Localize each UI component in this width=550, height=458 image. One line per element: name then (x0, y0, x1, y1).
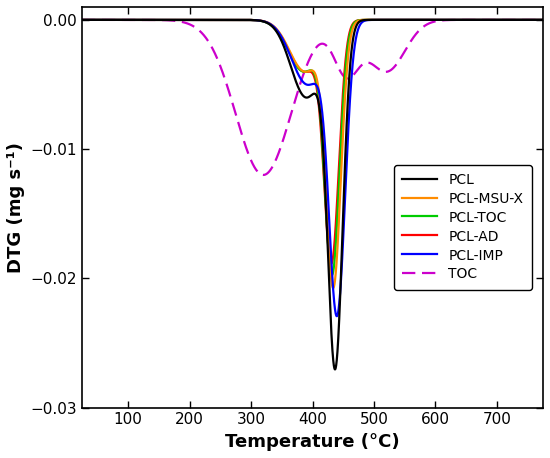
PCL-TOC (505, 17, 512, 22)
PCL-TOC (299, 69, 306, 74)
TOC (79, 17, 85, 22)
Line: TOC: TOC (82, 20, 546, 175)
PCL-AD (274, 27, 280, 33)
PCL-IMP (416, 17, 422, 22)
PCL (543, 17, 549, 22)
TOC (260, 172, 267, 178)
TOC (505, 17, 512, 22)
PCL (274, 30, 280, 35)
PCL-MSU-X (416, 17, 422, 22)
PCL-IMP (543, 17, 549, 22)
PCL-TOC (329, 273, 336, 278)
PCL-TOC (543, 17, 549, 22)
TOC (543, 17, 549, 22)
PCL-AD (277, 33, 284, 38)
Line: PCL: PCL (82, 20, 546, 370)
TOC (529, 17, 535, 22)
PCL-AD (299, 69, 306, 74)
PCL-MSU-X (529, 17, 535, 22)
PCL-MSU-X (274, 27, 280, 32)
Line: PCL-AD: PCL-AD (82, 20, 546, 264)
PCL-IMP (333, 313, 340, 319)
TOC (416, 27, 422, 33)
PCL-AD (505, 17, 512, 22)
TOC (299, 74, 306, 79)
PCL-MSU-X (543, 17, 549, 22)
PCL-TOC (416, 17, 422, 22)
PCL-AD (79, 17, 85, 22)
PCL-MSU-X (299, 68, 306, 74)
X-axis label: Temperature (°C): Temperature (°C) (225, 433, 400, 451)
PCL (529, 17, 535, 22)
PCL (79, 17, 85, 22)
TOC (274, 154, 280, 160)
PCL-AD (529, 17, 535, 22)
TOC (278, 144, 284, 150)
PCL-AD (328, 261, 334, 267)
PCL (277, 36, 284, 42)
Line: PCL-IMP: PCL-IMP (82, 20, 546, 316)
PCL-AD (543, 17, 549, 22)
Y-axis label: DTG (mg s⁻¹): DTG (mg s⁻¹) (7, 142, 25, 273)
PCL-MSU-X (277, 32, 284, 37)
PCL-MSU-X (505, 17, 512, 22)
PCL-IMP (274, 27, 280, 33)
PCL-TOC (529, 17, 535, 22)
Legend: PCL, PCL-MSU-X, PCL-TOC, PCL-AD, PCL-IMP, TOC: PCL, PCL-MSU-X, PCL-TOC, PCL-AD, PCL-IMP… (394, 165, 531, 290)
Line: PCL-TOC: PCL-TOC (82, 20, 546, 275)
PCL (332, 367, 338, 372)
PCL-IMP (277, 33, 284, 38)
Line: PCL-MSU-X: PCL-MSU-X (82, 20, 546, 288)
PCL (299, 92, 306, 98)
PCL-MSU-X (79, 17, 85, 22)
PCL (416, 17, 422, 22)
PCL-IMP (79, 17, 85, 22)
PCL-AD (416, 17, 422, 22)
PCL-IMP (529, 17, 535, 22)
PCL-TOC (274, 28, 280, 34)
PCL-MSU-X (330, 285, 337, 291)
PCL-TOC (277, 33, 284, 39)
PCL-IMP (505, 17, 512, 22)
PCL-TOC (79, 17, 85, 22)
PCL-IMP (299, 79, 306, 84)
PCL (505, 17, 512, 22)
